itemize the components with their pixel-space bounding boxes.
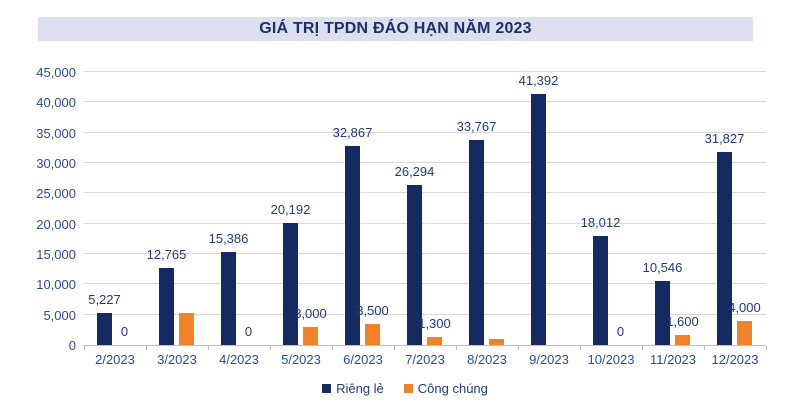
x-axis-category-label: 11/2023	[649, 352, 697, 367]
bar-rieng-le-5/2023	[283, 222, 298, 345]
x-axis-category-label: 4/2023	[219, 352, 259, 367]
data-label-rieng-le-12/2023: 31,827	[704, 130, 745, 146]
gridline	[84, 131, 766, 133]
legend-item-cong-chung: Công chúng	[403, 380, 488, 396]
bar-cong-chung-3/2023	[179, 312, 194, 345]
legend: Riêng lẻ Công chúng	[0, 378, 810, 398]
y-axis-tick-label: 15,000	[36, 247, 76, 262]
data-label-cong-chung-5/2023: 3,000	[294, 305, 327, 321]
chart-title-band: GIÁ TRỊ TPDN ĐÁO HẠN NĂM 2023	[38, 17, 753, 41]
data-label-cong-chung-6/2023: 3,500	[356, 302, 389, 318]
y-axis-tick-label: 25,000	[36, 186, 76, 202]
data-label-rieng-le-2/2023: 5,227	[88, 292, 121, 308]
cong-chung-swatch-icon	[403, 383, 413, 393]
chart-title: GIÁ TRỊ TPDN ĐÁO HẠN NĂM 2023	[259, 20, 532, 37]
bar-rieng-le-7/2023	[407, 185, 422, 345]
y-axis-tick-label: 30,000	[36, 156, 76, 171]
data-label-cong-chung-12/2023: 4,000	[728, 299, 761, 315]
y-axis-tick-label: 10,000	[36, 277, 76, 293]
data-label-rieng-le-6/2023: 32,867	[332, 124, 373, 140]
data-label-rieng-le-5/2023: 20,192	[270, 201, 311, 217]
bar-rieng-le-4/2023	[221, 251, 236, 345]
bar-rieng-le-3/2023	[159, 267, 174, 345]
bar-rieng-le-6/2023	[345, 145, 360, 345]
gridline	[84, 313, 766, 315]
data-label-cong-chung-10/2023: 0	[616, 324, 625, 339]
x-axis-category-label: 7/2023	[405, 352, 445, 367]
gridline	[84, 222, 766, 224]
data-label-rieng-le-10/2023: 18,012	[580, 214, 621, 230]
data-label-rieng-le-8/2023: 33,767	[456, 119, 497, 135]
x-axis-tick	[332, 346, 333, 350]
x-axis-category-label: 9/2023	[529, 352, 569, 367]
y-axis-tick-label: 35,000	[36, 125, 76, 141]
data-label-rieng-le-11/2023: 10,546	[642, 260, 683, 276]
x-axis-line	[84, 345, 766, 346]
bar-cong-chung-8/2023	[489, 338, 504, 345]
bar-rieng-le-2/2023	[97, 313, 112, 345]
y-axis-tick-label: 45,000	[36, 65, 76, 80]
x-axis-tick	[704, 346, 705, 350]
data-label-cong-chung-11/2023: 1,600	[666, 314, 699, 330]
gridline	[84, 101, 766, 103]
gridline	[84, 253, 766, 254]
x-axis-tick	[518, 346, 519, 350]
data-label-rieng-le-9/2023: 41,392	[518, 72, 559, 88]
bar-rieng-le-10/2023	[593, 235, 608, 345]
bar-rieng-le-9/2023	[531, 93, 546, 345]
y-axis-tick-label: 5,000	[43, 307, 76, 323]
x-axis-category-label: 2/2023	[95, 352, 135, 367]
rieng-le-swatch-icon	[322, 383, 332, 393]
gridline	[84, 192, 766, 194]
x-axis-category-label: 12/2023	[711, 352, 759, 367]
data-label-rieng-le-7/2023: 26,294	[394, 164, 435, 180]
y-axis-tick-label: 40,000	[36, 95, 76, 111]
legend-label: Công chúng	[417, 380, 488, 396]
x-axis-tick	[270, 346, 271, 350]
x-axis-tick	[208, 346, 209, 350]
x-axis-tick	[580, 346, 581, 350]
bar-cong-chung-7/2023	[427, 337, 442, 345]
x-axis-category-label: 10/2023	[587, 352, 635, 367]
data-label-rieng-le-4/2023: 15,386	[208, 230, 249, 246]
bar-cong-chung-11/2023	[675, 335, 690, 345]
data-label-cong-chung-2/2023: 0	[120, 324, 129, 339]
x-axis-category-label: 6/2023	[343, 352, 383, 367]
bar-cong-chung-6/2023	[365, 323, 380, 345]
bar-rieng-le-8/2023	[469, 140, 484, 345]
x-axis-category-label: 8/2023	[467, 352, 507, 367]
bar-rieng-le-11/2023	[655, 281, 670, 345]
x-axis-tick	[456, 346, 457, 350]
gridline	[84, 283, 766, 285]
data-label-cong-chung-7/2023: 1,300	[418, 316, 451, 332]
bar-cong-chung-5/2023	[303, 326, 318, 345]
legend-label: Riêng lẻ	[336, 380, 384, 396]
bar-rieng-le-12/2023	[717, 151, 732, 345]
x-axis-tick	[766, 346, 767, 350]
y-axis-tick-label: 0	[68, 338, 76, 353]
data-label-rieng-le-3/2023: 12,765	[146, 246, 187, 262]
x-axis-tick	[642, 346, 643, 350]
x-axis-tick	[84, 346, 85, 350]
x-axis-category-label: 3/2023	[157, 352, 197, 367]
x-axis-tick	[394, 346, 395, 350]
gridline	[84, 71, 766, 72]
x-axis-tick	[146, 346, 147, 350]
gridline	[84, 162, 766, 163]
x-axis-category-label: 5/2023	[281, 352, 321, 367]
y-axis-tick-label: 20,000	[36, 216, 76, 232]
bar-cong-chung-12/2023	[737, 320, 752, 345]
legend-item-rieng-le: Riêng lẻ	[322, 381, 384, 396]
data-label-cong-chung-4/2023: 0	[244, 324, 253, 339]
